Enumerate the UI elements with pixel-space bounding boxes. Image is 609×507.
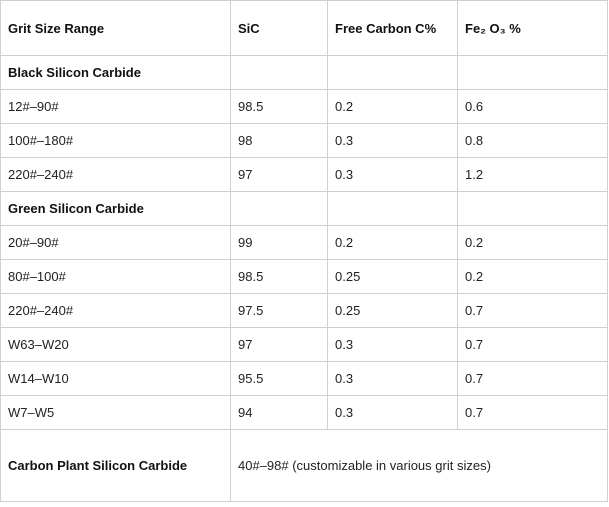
table-row: 80#–100# 98.5 0.25 0.2 [0, 259, 608, 294]
empty-cell [230, 55, 328, 90]
header-cell: Free Carbon C% [327, 0, 458, 56]
row-note: 40#–98# (customizable in various grit si… [230, 429, 608, 502]
value-cell: 0.8 [457, 123, 608, 158]
value-cell: 0.7 [457, 327, 608, 362]
value-cell: 0.2 [457, 225, 608, 260]
empty-cell [457, 191, 608, 226]
value-cell: 0.3 [327, 327, 458, 362]
empty-cell [327, 55, 458, 90]
empty-cell [230, 191, 328, 226]
table-row: 220#–240# 97.5 0.25 0.7 [0, 293, 608, 328]
table-row: 12#–90# 98.5 0.2 0.6 [0, 89, 608, 124]
empty-cell [457, 55, 608, 90]
grit-cell: 220#–240# [0, 157, 231, 192]
header-cell: Grit Size Range [0, 0, 231, 56]
value-cell: 0.6 [457, 89, 608, 124]
table-row: W63–W20 97 0.3 0.7 [0, 327, 608, 362]
grit-cell: 12#–90# [0, 89, 231, 124]
value-cell: 0.2 [457, 259, 608, 294]
value-cell: 99 [230, 225, 328, 260]
table-row: W14–W10 95.5 0.3 0.7 [0, 361, 608, 396]
value-cell: 0.25 [327, 293, 458, 328]
value-cell: 0.3 [327, 361, 458, 396]
table-row: W7–W5 94 0.3 0.7 [0, 395, 608, 430]
header-cell: SiC [230, 0, 328, 56]
grit-cell: W14–W10 [0, 361, 231, 396]
value-cell: 1.2 [457, 157, 608, 192]
value-cell: 0.2 [327, 225, 458, 260]
grit-cell: 80#–100# [0, 259, 231, 294]
table-row: 20#–90# 99 0.2 0.2 [0, 225, 608, 260]
value-cell: 94 [230, 395, 328, 430]
value-cell: 97 [230, 157, 328, 192]
value-cell: 98.5 [230, 89, 328, 124]
empty-cell [327, 191, 458, 226]
value-cell: 95.5 [230, 361, 328, 396]
value-cell: 0.3 [327, 157, 458, 192]
table-row: Green Silicon Carbide [0, 191, 608, 226]
grit-cell: 100#–180# [0, 123, 231, 158]
value-cell: 97 [230, 327, 328, 362]
header-row: Grit Size Range SiC Free Carbon C% Fe₂ O₃ % [0, 0, 608, 56]
table-row: Carbon Plant Silicon Carbide 40#–98# (cus… [0, 429, 608, 502]
value-cell: 98 [230, 123, 328, 158]
value-cell: 0.3 [327, 395, 458, 430]
grit-cell: 20#–90# [0, 225, 231, 260]
value-cell: 98.5 [230, 259, 328, 294]
grit-cell: W63–W20 [0, 327, 231, 362]
value-cell: 0.25 [327, 259, 458, 294]
grit-cell: 220#–240# [0, 293, 231, 328]
section-cell: Black Silicon Carbide [0, 55, 231, 90]
value-cell: 0.7 [457, 395, 608, 430]
value-cell: 0.2 [327, 89, 458, 124]
table-row: Black Silicon Carbide [0, 55, 608, 90]
row-label: Carbon Plant Silicon Carbide [0, 429, 231, 502]
value-cell: 97.5 [230, 293, 328, 328]
table-row: 220#–240# 97 0.3 1.2 [0, 157, 608, 192]
value-cell: 0.3 [327, 123, 458, 158]
value-cell: 0.7 [457, 361, 608, 396]
section-cell: Green Silicon Carbide [0, 191, 231, 226]
header-cell: Fe₂ O₃ % [457, 0, 608, 56]
grit-cell: W7–W5 [0, 395, 231, 430]
value-cell: 0.7 [457, 293, 608, 328]
table-row: 100#–180# 98 0.3 0.8 [0, 123, 608, 158]
